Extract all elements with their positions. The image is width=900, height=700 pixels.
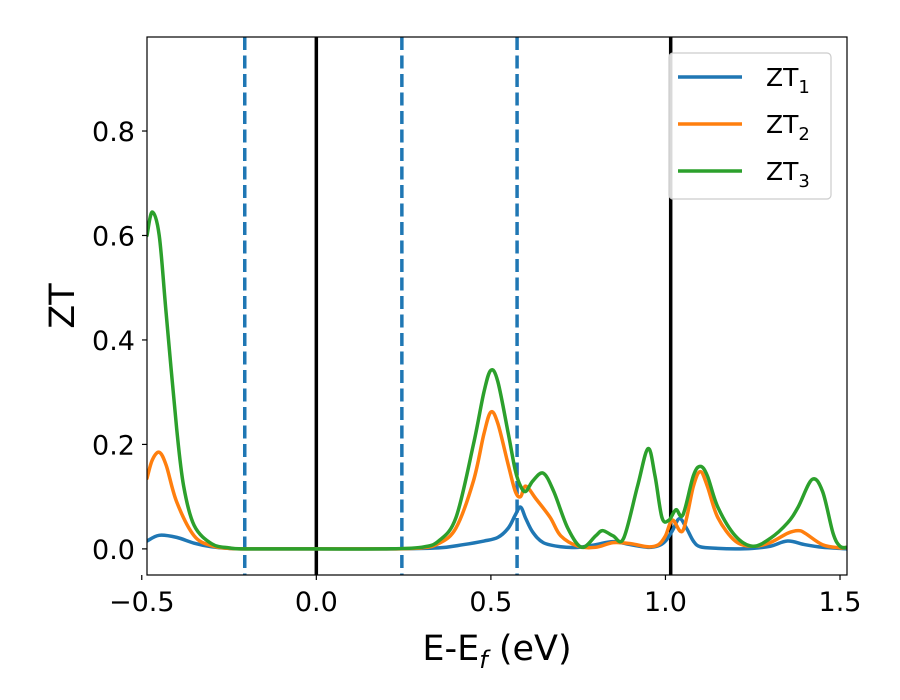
legend-label-subscript: 1	[798, 77, 809, 98]
x-axis-label-unit: (eV)	[488, 629, 572, 669]
x-tick-label: 0.0	[295, 587, 338, 618]
y-tick-label: 0.2	[92, 430, 135, 461]
axis-ticks: −0.5 0.0 0.5 1.0 1.5 0.0 0.2 0.4 0.6 0.8	[92, 117, 861, 618]
series-line-3	[147, 210, 847, 551]
legend-label-main: ZT	[766, 157, 799, 186]
y-axis-label: ZT	[43, 283, 83, 329]
x-tick-label: 1.5	[819, 587, 862, 618]
y-tick-label: 0.0	[92, 535, 135, 566]
legend-box	[668, 52, 832, 200]
legend-label-2: ZT2	[766, 110, 810, 145]
y-tick-label: 0.8	[92, 117, 135, 148]
x-tick-label: 1.0	[644, 587, 687, 618]
plot-area	[147, 37, 847, 575]
x-axis-label: E-Ef (eV)	[422, 629, 571, 674]
legend-label-main: ZT	[766, 63, 799, 92]
x-tick-label: −0.5	[109, 587, 175, 618]
x-axis-label-main: E-E	[422, 629, 479, 669]
y-tick-label: 0.6	[92, 221, 135, 252]
legend-label-main: ZT	[766, 110, 799, 139]
legend-label-1: ZT1	[766, 63, 810, 98]
legend-label-subscript: 3	[798, 171, 809, 192]
plot-frame	[146, 36, 848, 576]
y-tick-label: 0.4	[92, 326, 135, 357]
series-line-2	[147, 409, 847, 551]
x-tick-label: 0.5	[469, 587, 512, 618]
legend-label-subscript: 2	[798, 124, 809, 145]
legend-label-3: ZT3	[766, 157, 810, 192]
